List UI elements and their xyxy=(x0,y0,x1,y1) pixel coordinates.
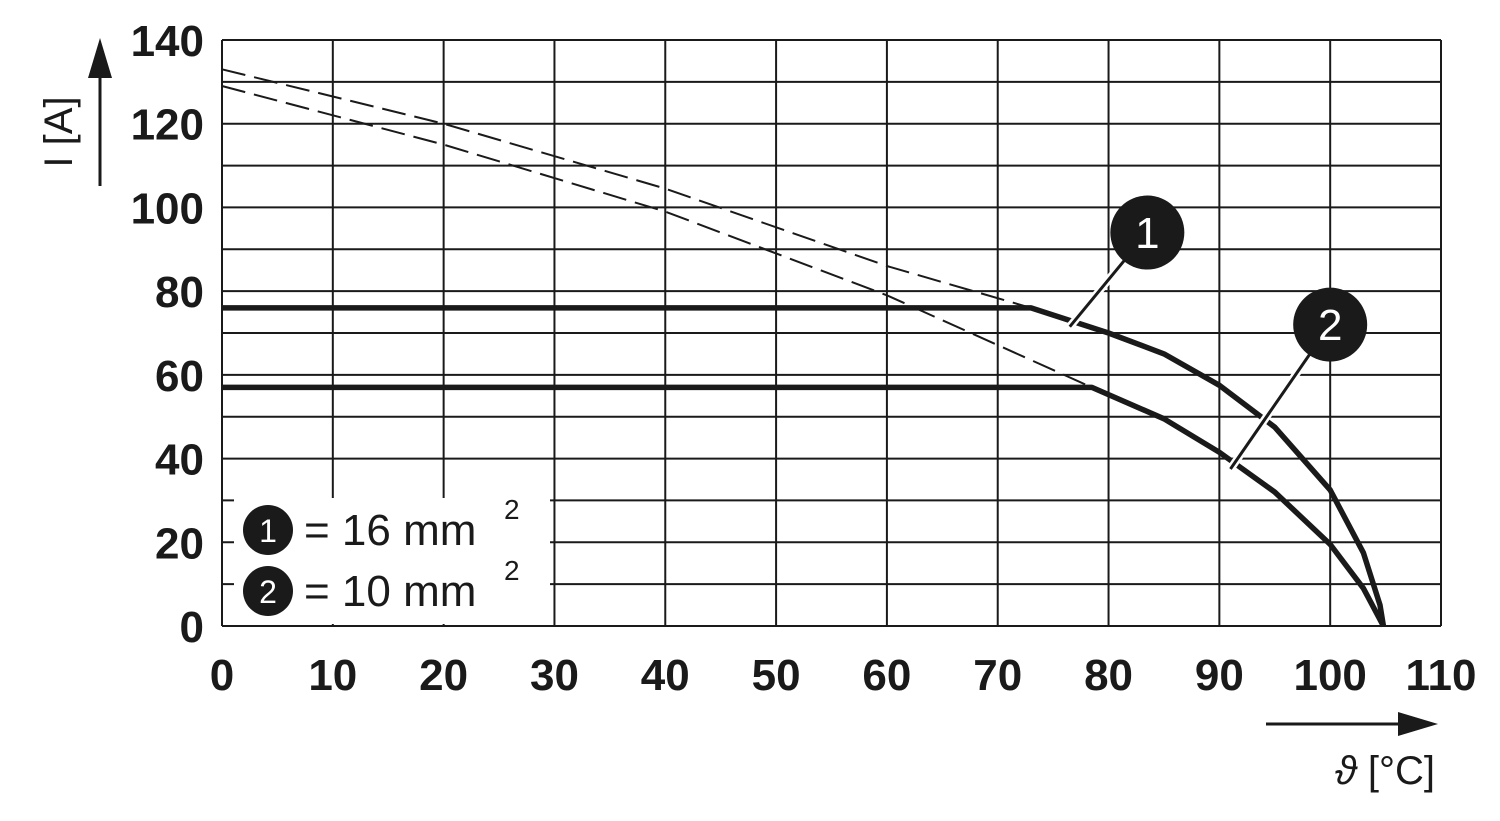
legend-item-2: 2 = 10 mm 2 xyxy=(243,555,520,616)
callout-2-label: 2 xyxy=(1318,301,1342,350)
callout-2-badge xyxy=(1293,287,1368,362)
y-tick-label: 0 xyxy=(180,603,204,652)
x-axis-unit: [°C] xyxy=(1368,749,1435,793)
x-tick-label: 30 xyxy=(530,651,579,700)
x-axis-label: ϑ [°C] xyxy=(1335,749,1435,793)
y-tick-label: 100 xyxy=(131,184,204,233)
x-tick-label: 50 xyxy=(752,651,801,700)
legend-item-1: 1 = 16 mm 2 xyxy=(243,494,520,555)
legend-badge-1-label: 1 xyxy=(259,513,277,549)
y-tick-label: 40 xyxy=(155,436,204,485)
x-axis-arrow-head xyxy=(1398,712,1438,736)
x-axis-symbol: ϑ xyxy=(1335,749,1359,793)
callout-2-leader xyxy=(1229,353,1311,470)
x-axis-unit-spacer xyxy=(1357,749,1368,793)
y-axis-title: I [A] xyxy=(37,38,112,186)
legend-sup-2: 2 xyxy=(504,555,520,586)
x-tick-label: 100 xyxy=(1293,651,1366,700)
series-2-line xyxy=(222,384,1386,628)
legend: 1 = 16 mm 2 2 = 10 mm 2 xyxy=(234,494,550,624)
y-axis-arrow-head xyxy=(88,38,112,78)
y-tick-labels: 0 20 40 60 80 100 120 140 xyxy=(131,17,204,652)
legend-label-1: = 16 mm xyxy=(304,506,476,555)
legend-badge-2-label: 2 xyxy=(259,574,277,610)
y-axis-label: I [A] xyxy=(37,96,81,167)
legend-sup-1: 2 xyxy=(504,494,520,525)
x-tick-label: 40 xyxy=(641,651,690,700)
legend-badge-1 xyxy=(243,505,293,555)
x-tick-label: 20 xyxy=(419,651,468,700)
callout-1-label: 1 xyxy=(1135,209,1159,258)
x-tick-label: 90 xyxy=(1195,651,1244,700)
callout-1-leader xyxy=(1068,259,1126,328)
x-tick-label: 0 xyxy=(210,651,234,700)
x-tick-label: 70 xyxy=(973,651,1022,700)
x-axis-title: ϑ [°C] xyxy=(1266,712,1438,793)
y-tick-label: 60 xyxy=(155,352,204,401)
x-tick-label: 10 xyxy=(308,651,357,700)
x-tick-label: 110 xyxy=(1406,651,1477,700)
y-tick-label: 140 xyxy=(131,17,204,66)
x-tick-label: 80 xyxy=(1084,651,1133,700)
series-1-extrapolation xyxy=(221,68,1032,309)
y-tick-label: 120 xyxy=(131,101,204,150)
legend-badge-2 xyxy=(243,566,293,616)
x-tick-labels: 0 10 20 30 40 50 60 70 80 90 100 110 xyxy=(210,651,1477,700)
x-tick-label: 60 xyxy=(862,651,911,700)
y-tick-label: 20 xyxy=(155,519,204,568)
y-tick-label: 80 xyxy=(155,268,204,317)
callout-1-badge xyxy=(1110,195,1185,270)
legend-label-2: = 10 mm xyxy=(304,567,476,616)
grid xyxy=(221,39,1442,627)
series-layer xyxy=(221,68,1387,628)
series-2-extrapolation xyxy=(221,85,1093,389)
callouts: 12 xyxy=(1066,195,1368,472)
